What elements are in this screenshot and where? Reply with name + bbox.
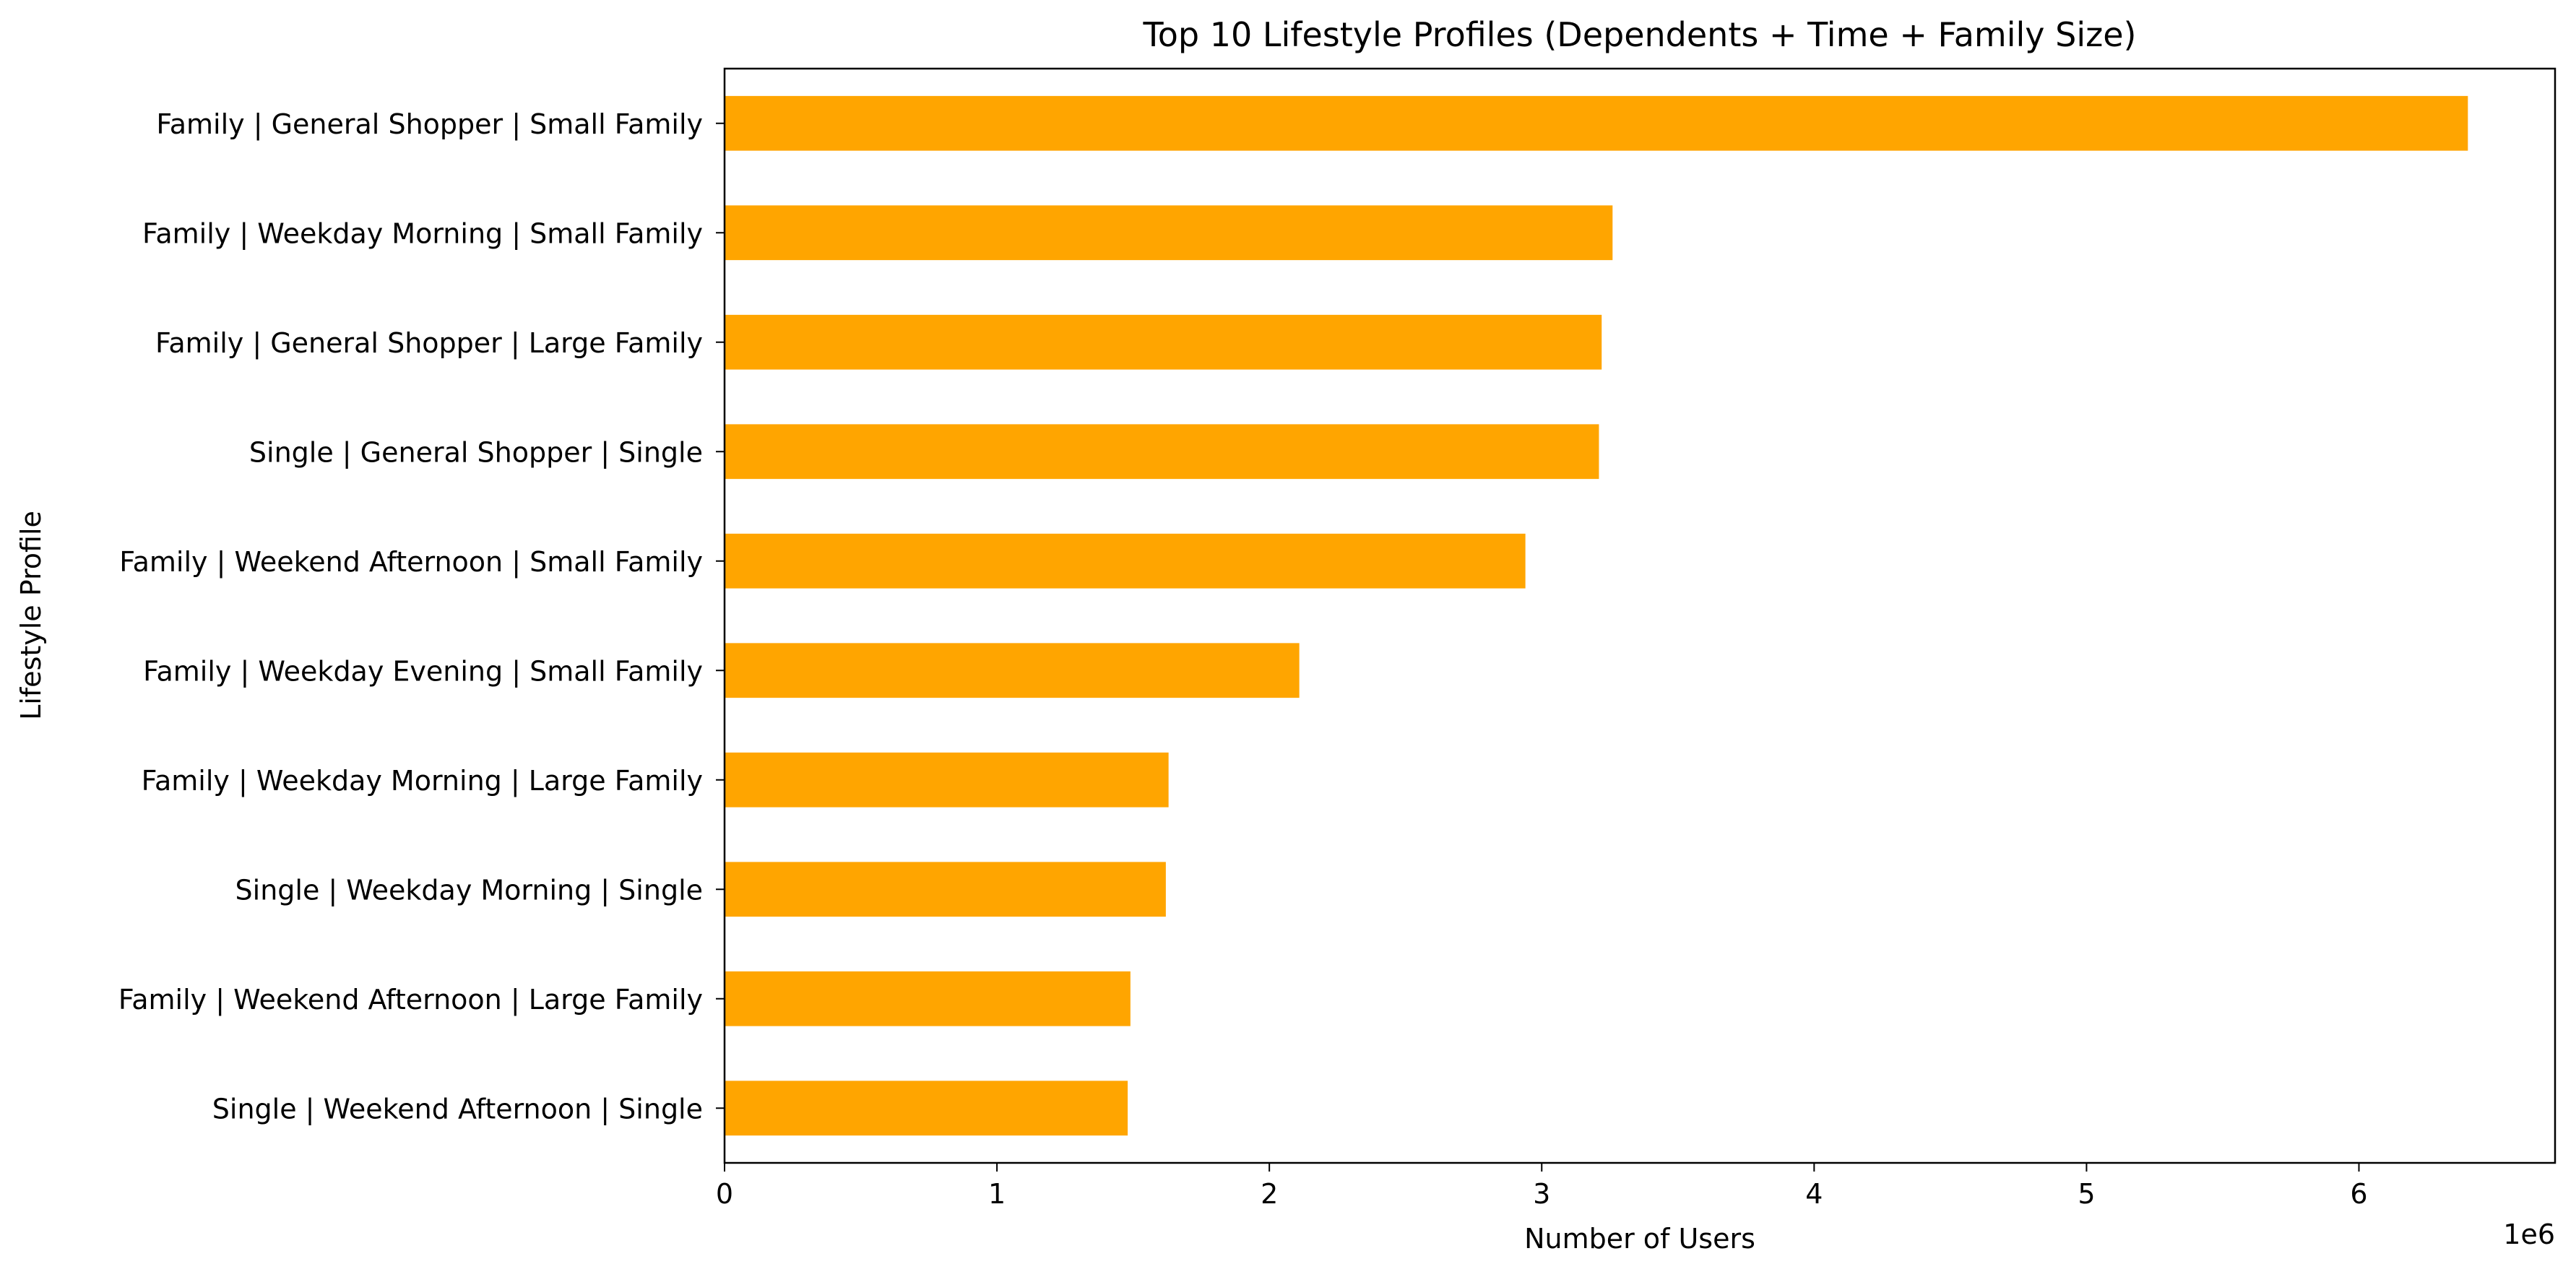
bar <box>725 533 1526 589</box>
y-tick-label: Single | Weekend Afternoon | Single <box>212 1093 703 1125</box>
y-tick-label: Family | Weekday Morning | Large Family <box>142 765 703 797</box>
y-tick-label: Family | Weekend Afternoon | Large Famil… <box>118 984 703 1016</box>
x-axis-ticks: 0 1 2 3 4 5 6 <box>716 1163 2368 1210</box>
bar <box>725 862 1166 917</box>
x-axis-scale-label: 1e6 <box>2503 1218 2555 1250</box>
y-axis-ticks: Family | General Shopper | Small Family F… <box>118 108 725 1125</box>
y-tick-label: Single | Weekday Morning | Single <box>235 874 703 906</box>
y-tick-label: Family | General Shopper | Small Family <box>156 108 703 141</box>
bar <box>725 424 1599 480</box>
x-axis-label: Number of Users <box>1524 1223 1755 1255</box>
chart-title: Top 10 Lifestyle Profiles (Dependents + … <box>1143 15 2137 54</box>
y-tick-label: Family | General Shopper | Large Family <box>155 327 703 360</box>
bar <box>725 314 1602 370</box>
x-tick-label: 6 <box>2350 1178 2367 1210</box>
y-tick-label: Family | Weekend Afternoon | Small Famil… <box>119 546 703 579</box>
y-tick-label: Single | General Shopper | Single <box>249 436 703 469</box>
bar <box>725 1081 1128 1136</box>
bar <box>725 95 2468 151</box>
y-tick-label: Family | Weekday Evening | Small Family <box>143 655 703 688</box>
x-tick-label: 0 <box>716 1178 733 1210</box>
plot-frame <box>723 67 2556 1164</box>
bar <box>725 752 1169 808</box>
x-tick-label: 1 <box>988 1178 1006 1210</box>
x-tick-label: 4 <box>1805 1178 1823 1210</box>
y-tick-label: Family | Weekday Morning | Small Family <box>142 217 703 250</box>
bars-group <box>725 95 2468 1136</box>
y-axis-label: Lifestyle Profile <box>15 511 47 720</box>
bar <box>725 643 1300 698</box>
bar <box>725 971 1131 1026</box>
x-tick-label: 2 <box>1261 1178 1278 1210</box>
x-tick-label: 3 <box>1533 1178 1550 1210</box>
bar <box>725 205 1613 261</box>
x-tick-label: 5 <box>2078 1178 2095 1210</box>
